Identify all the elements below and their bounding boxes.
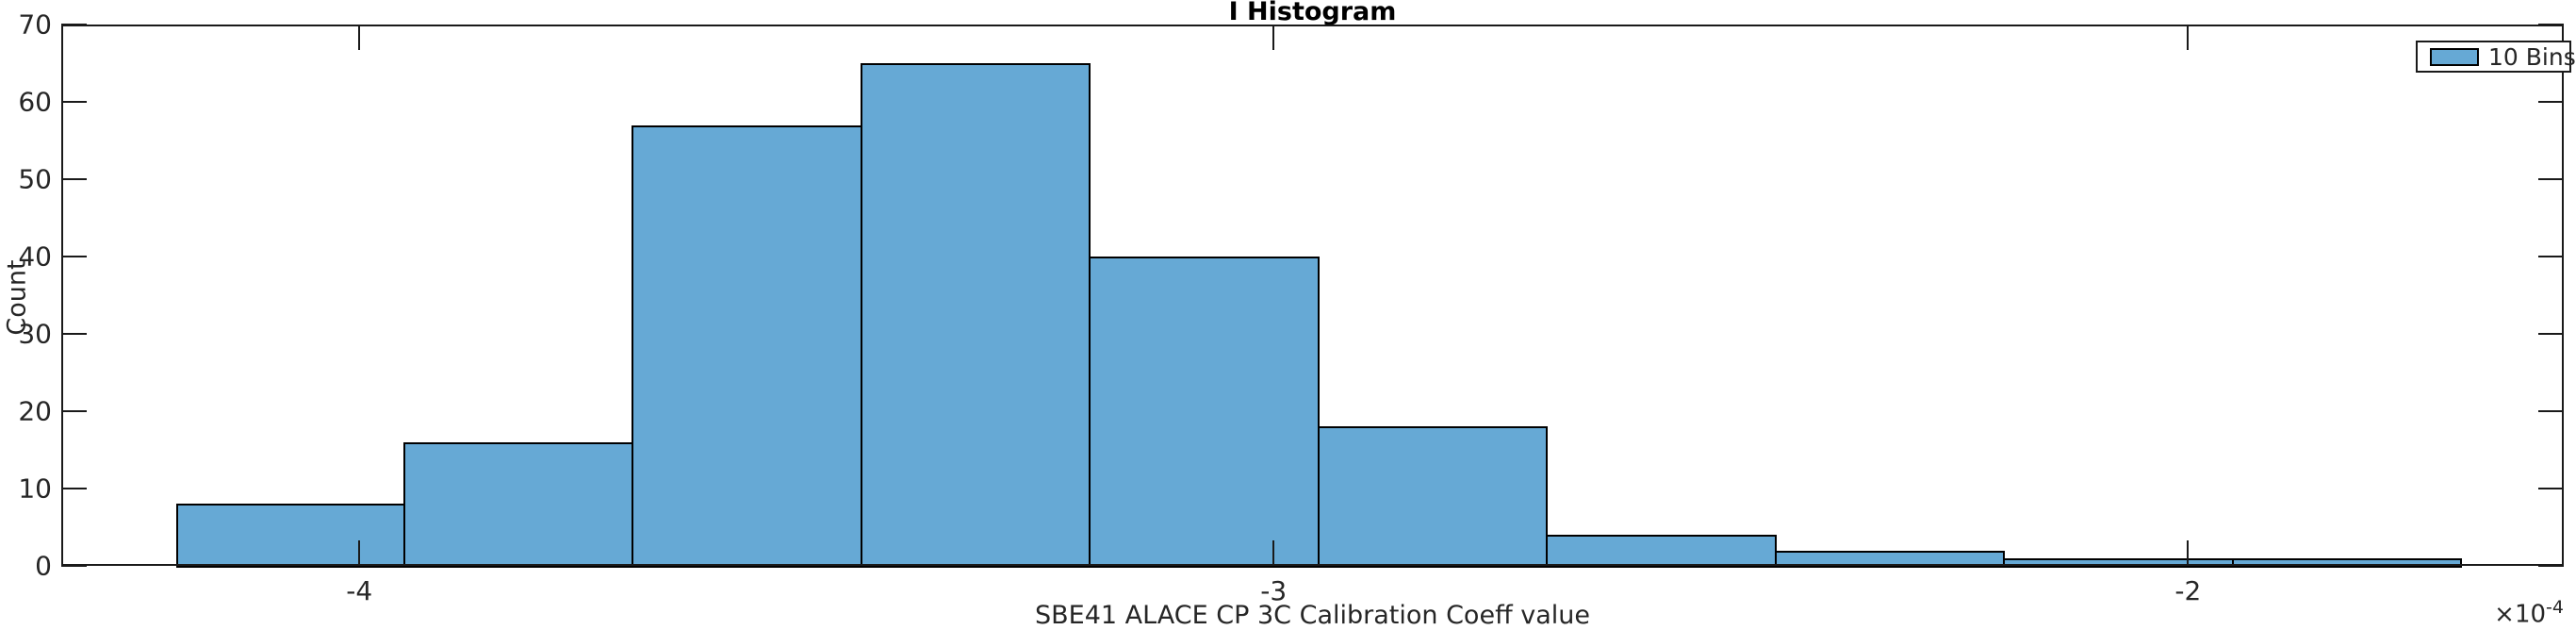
y-tick-label: 0 [35, 550, 52, 582]
x-tick-top [1272, 25, 1275, 50]
x-axis-multiplier-base: ×10 [2494, 600, 2547, 629]
histogram-bar [632, 124, 862, 568]
y-tick-label: 70 [18, 8, 52, 41]
y-tick-right [2538, 178, 2564, 180]
y-tick-left [61, 488, 87, 489]
histogram-bar [2003, 557, 2234, 568]
histogram-bar [860, 63, 1091, 568]
y-tick-left [61, 565, 87, 567]
x-tick-label: -2 [2174, 575, 2202, 606]
chart-title: I Histogram [1228, 0, 1397, 26]
y-tick-right [2538, 333, 2564, 335]
y-tick-left [61, 101, 87, 103]
y-tick-right [2538, 101, 2564, 103]
y-tick-label: 30 [18, 318, 52, 350]
y-tick-right [2538, 565, 2564, 567]
histogram-bar [1546, 535, 1777, 568]
x-tick-bottom [358, 540, 361, 566]
histogram-bar [1774, 550, 2006, 568]
x-axis-multiplier: ×10-4 [2494, 597, 2564, 629]
y-tick-right [2538, 410, 2564, 412]
y-tick-right [2538, 256, 2564, 257]
y-tick-label: 10 [18, 472, 52, 505]
x-tick-bottom [1272, 540, 1275, 566]
histogram-bar [1317, 426, 1549, 568]
histogram-bar [176, 504, 405, 568]
x-tick-top [358, 25, 361, 50]
y-tick-left [61, 256, 87, 257]
y-tick-label: 60 [18, 86, 52, 118]
plot-area [61, 25, 2564, 568]
legend-box: 10 Bins [2416, 41, 2576, 73]
x-axis-label: SBE41 ALACE CP 3C Calibration Coeff valu… [1034, 601, 1591, 630]
y-tick-left [61, 410, 87, 412]
legend-swatch-icon [2430, 47, 2479, 66]
y-tick-left [61, 178, 87, 180]
x-tick-bottom [2187, 540, 2190, 566]
legend-label: 10 Bins [2488, 42, 2576, 71]
x-tick-label: -3 [1260, 575, 1288, 606]
y-axis-label: Count [2, 259, 32, 336]
histogram-bar [1089, 257, 1320, 568]
y-tick-label: 40 [18, 240, 52, 273]
y-tick-right [2538, 488, 2564, 489]
histogram-bar [2231, 557, 2463, 568]
histogram-bar [402, 441, 634, 568]
y-tick-left [61, 333, 87, 335]
x-tick-label: -4 [346, 575, 373, 606]
x-tick-top [2187, 25, 2190, 50]
x-axis-multiplier-exponent: -4 [2546, 597, 2564, 618]
y-tick-label: 50 [18, 163, 52, 195]
y-tick-label: 20 [18, 395, 52, 427]
